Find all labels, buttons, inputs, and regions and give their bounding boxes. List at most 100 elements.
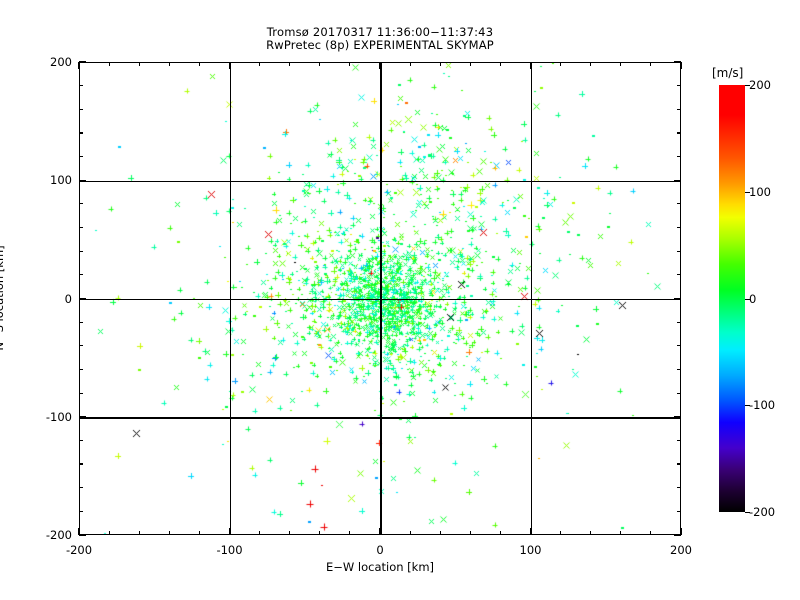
x-tick-mark <box>439 62 441 66</box>
y-tick-mark <box>79 321 83 323</box>
x-tick-mark <box>168 531 170 535</box>
y-tick-mark <box>79 534 86 536</box>
y-tick-mark <box>677 108 681 110</box>
x-tick-label: 100 <box>519 543 542 557</box>
y-tick-mark <box>677 321 681 323</box>
x-tick-mark <box>168 62 170 66</box>
title-line-1: Tromsø 20170317 11:36:00−11:37:43 <box>266 25 494 39</box>
y-tick-mark <box>79 510 83 512</box>
y-tick-mark <box>79 392 83 394</box>
x-tick-mark <box>680 62 682 69</box>
x-tick-mark <box>138 62 140 66</box>
x-tick-mark <box>349 62 351 66</box>
x-tick-mark <box>499 531 501 535</box>
colorbar-gradient <box>719 85 745 512</box>
x-tick-mark <box>108 531 110 535</box>
y-tick-label: 200 <box>50 55 72 69</box>
x-tick-mark <box>349 531 351 535</box>
y-tick-mark <box>79 85 83 87</box>
x-tick-mark <box>409 62 411 66</box>
y-tick-mark <box>79 463 83 465</box>
x-tick-mark <box>409 531 411 535</box>
y-tick-mark <box>677 439 681 441</box>
y-tick-mark <box>677 85 681 87</box>
x-tick-mark <box>379 62 381 69</box>
x-tick-mark <box>259 531 261 535</box>
y-tick-mark <box>79 108 83 110</box>
y-tick-mark <box>79 132 83 134</box>
y-tick-mark <box>677 132 681 134</box>
y-tick-mark <box>674 297 681 300</box>
y-tick-mark <box>674 61 681 63</box>
x-tick-mark <box>680 528 682 535</box>
x-tick-mark <box>78 528 80 535</box>
x-tick-label: 0 <box>376 543 384 557</box>
x-tick-mark <box>469 531 471 535</box>
x-tick-mark <box>439 531 441 535</box>
y-tick-mark <box>677 156 681 158</box>
y-tick-label: 0 <box>64 291 72 306</box>
colorbar-tick-mark <box>745 85 750 87</box>
x-tick-mark <box>560 531 562 535</box>
x-tick-mark <box>529 528 532 535</box>
x-tick-mark <box>650 531 652 535</box>
x-tick-mark <box>289 531 291 535</box>
y-tick-mark <box>677 510 681 512</box>
y-tick-mark <box>79 345 83 347</box>
x-tick-mark <box>650 62 652 66</box>
x-tick-mark <box>198 62 200 66</box>
y-tick-mark <box>79 297 86 300</box>
x-tick-mark <box>529 62 532 69</box>
y-tick-mark <box>79 439 83 441</box>
x-tick-mark <box>198 531 200 535</box>
x-tick-mark <box>319 531 321 535</box>
plot-title: Tromsø 20170317 11:36:00−11:37:43 RwPret… <box>0 26 760 52</box>
x-tick-mark <box>469 62 471 66</box>
x-tick-label: -200 <box>65 543 93 557</box>
y-tick-mark <box>674 179 681 181</box>
y-tick-mark <box>79 416 86 418</box>
y-tick-mark <box>677 203 681 205</box>
x-tick-mark <box>620 62 622 66</box>
gridline-vertical <box>530 63 533 534</box>
y-tick-mark <box>674 534 681 536</box>
y-tick-mark <box>79 368 83 371</box>
x-tick-mark <box>620 531 622 535</box>
scatter-data-layer <box>80 63 680 534</box>
colorbar-unit-label: [m/s] <box>712 66 744 80</box>
colorbar-tick-mark <box>745 191 750 193</box>
y-tick-mark <box>677 274 681 276</box>
x-tick-mark <box>228 528 231 535</box>
gridline-vertical <box>229 63 232 534</box>
y-tick-mark <box>79 487 83 489</box>
title-line-2: RwPretec (8p) EXPERIMENTAL SKYMAP <box>266 38 494 52</box>
x-tick-mark <box>108 62 110 66</box>
y-tick-mark <box>79 226 83 229</box>
x-axis-title: E−W location [km] <box>325 560 435 574</box>
y-tick-mark <box>79 250 83 252</box>
colorbar-tick-mark <box>745 298 750 300</box>
y-tick-mark <box>677 392 681 394</box>
x-tick-mark <box>138 531 140 535</box>
y-tick-mark <box>674 416 681 418</box>
y-tick-mark <box>677 463 681 465</box>
y-tick-mark <box>677 368 681 371</box>
x-tick-mark <box>590 531 592 535</box>
x-tick-mark <box>78 62 80 69</box>
x-tick-mark <box>560 62 562 66</box>
y-tick-mark <box>677 345 681 347</box>
gridline-horizontal <box>80 180 680 182</box>
colorbar <box>719 85 745 512</box>
x-tick-mark <box>228 62 231 69</box>
x-tick-mark <box>319 62 321 66</box>
plot-area <box>79 62 681 535</box>
y-axis-title-text: N−S location [km] <box>0 245 6 351</box>
x-tick-mark <box>289 62 291 66</box>
y-tick-mark <box>79 61 86 63</box>
x-tick-mark <box>590 62 592 66</box>
colorbar-tick-label: -200 <box>749 505 776 519</box>
x-tick-label: 200 <box>670 543 692 557</box>
x-tick-mark <box>499 62 501 66</box>
y-tick-mark <box>79 274 83 276</box>
